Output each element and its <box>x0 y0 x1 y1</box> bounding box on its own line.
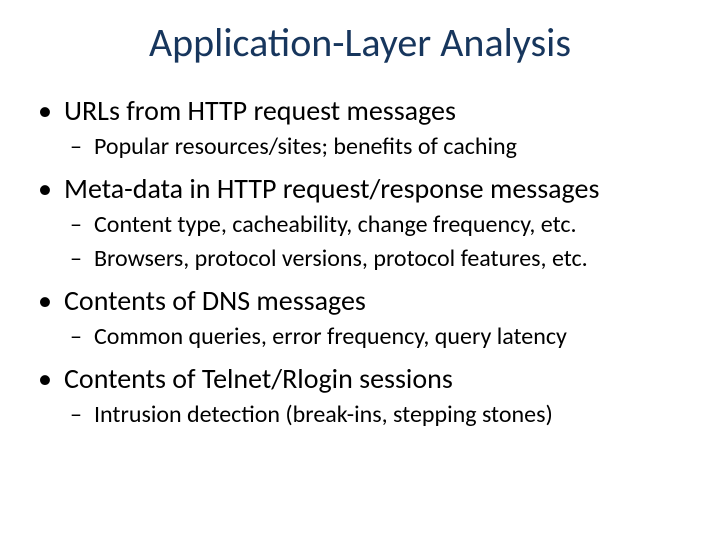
sub-bullet-item: Intrusion detection (break-ins, stepping… <box>64 399 690 431</box>
bullet-text: Meta-data in HTTP request/response messa… <box>64 171 599 206</box>
sub-bullet-list: Intrusion detection (break-ins, stepping… <box>64 399 690 431</box>
sub-bullet-list: Popular resources/sites; benefits of cac… <box>64 131 690 163</box>
bullet-text: URLs from HTTP request messages <box>64 93 456 128</box>
slide: Application-Layer Analysis URLs from HTT… <box>0 0 720 540</box>
slide-title: Application-Layer Analysis <box>30 18 690 67</box>
bullet-text: Contents of DNS messages <box>64 283 366 318</box>
sub-bullet-list: Common queries, error frequency, query l… <box>64 321 690 353</box>
sub-bullet-text: Common queries, error frequency, query l… <box>94 322 567 351</box>
bullet-item: Contents of DNS messages Common queries,… <box>30 283 690 353</box>
bullet-text: Contents of Telnet/Rlogin sessions <box>64 361 453 396</box>
sub-bullet-item: Popular resources/sites; benefits of cac… <box>64 131 690 163</box>
sub-bullet-list: Content type, cacheability, change frequ… <box>64 209 690 275</box>
bullet-item: URLs from HTTP request messages Popular … <box>30 93 690 163</box>
sub-bullet-text: Popular resources/sites; benefits of cac… <box>94 132 517 161</box>
sub-bullet-text: Intrusion detection (break-ins, stepping… <box>94 400 553 429</box>
bullet-list: URLs from HTTP request messages Popular … <box>30 93 690 431</box>
sub-bullet-text: Content type, cacheability, change frequ… <box>94 210 577 239</box>
bullet-item: Meta-data in HTTP request/response messa… <box>30 171 690 275</box>
sub-bullet-item: Content type, cacheability, change frequ… <box>64 209 690 241</box>
sub-bullet-item: Common queries, error frequency, query l… <box>64 321 690 353</box>
sub-bullet-text: Browsers, protocol versions, protocol fe… <box>94 244 588 273</box>
sub-bullet-item: Browsers, protocol versions, protocol fe… <box>64 243 690 275</box>
bullet-item: Contents of Telnet/Rlogin sessions Intru… <box>30 361 690 431</box>
